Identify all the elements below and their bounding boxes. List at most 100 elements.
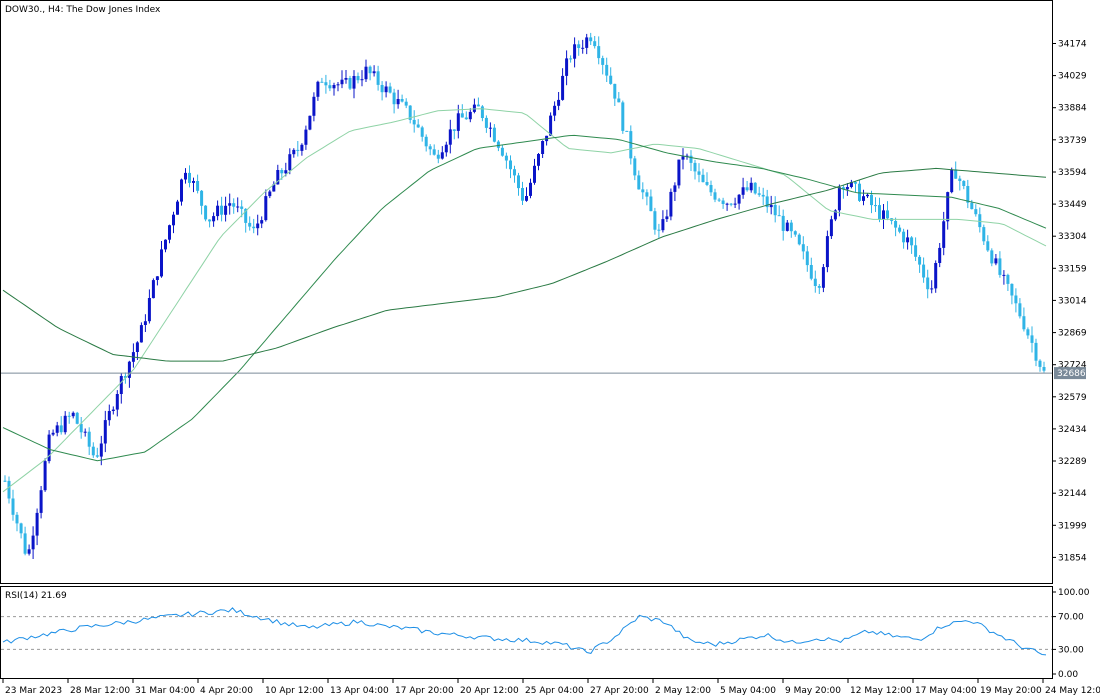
rsi-tick-label: 30.00 — [1058, 645, 1084, 655]
candle-body — [188, 172, 191, 183]
candle-body — [436, 154, 440, 159]
candle-body — [902, 231, 906, 243]
candle-body — [845, 187, 849, 190]
candle-body — [749, 182, 753, 191]
candle-body — [7, 480, 11, 499]
candle-body — [649, 196, 653, 212]
candle-body — [797, 234, 801, 245]
time-tick-label: 27 Apr 20:00 — [590, 686, 649, 696]
candle-body — [765, 196, 769, 208]
candle-body — [825, 236, 829, 268]
candle-body — [934, 263, 938, 289]
candle-body — [504, 155, 508, 161]
candle-body — [597, 46, 601, 59]
price-tick-label: 32579 — [1058, 393, 1087, 403]
candle-body — [998, 258, 1002, 275]
candle-body — [288, 154, 292, 171]
candle-body — [785, 222, 789, 231]
candle-body — [882, 210, 885, 220]
candle-body — [1002, 274, 1006, 276]
time-tick-label: 23 Mar 2023 — [5, 686, 62, 696]
candle-body — [741, 187, 745, 195]
current-price-tag-bg — [1054, 367, 1086, 380]
candle-body — [817, 286, 821, 288]
candle-body — [561, 75, 565, 100]
candle-body — [813, 278, 817, 286]
rsi-levels — [1, 616, 1052, 650]
candle-body — [958, 178, 962, 181]
candle-body — [657, 229, 661, 231]
candle-body — [573, 44, 577, 59]
candle-body — [75, 412, 79, 424]
candle-body — [47, 434, 51, 462]
time-tick-label: 24 May 12:00 — [1045, 686, 1100, 696]
time-tick-label: 10 Apr 12:00 — [265, 686, 324, 696]
candle-body — [849, 182, 853, 187]
candle-body — [232, 203, 236, 207]
candle-body — [601, 58, 605, 65]
candle-body — [918, 256, 922, 265]
candle-body — [248, 222, 252, 227]
candle-body — [1018, 303, 1022, 317]
candle-body — [513, 169, 516, 176]
candle-body — [874, 205, 877, 207]
candle-body — [304, 129, 308, 145]
rsi-tick-label: 70.00 — [1058, 613, 1084, 623]
candle-body — [697, 171, 701, 175]
candle-body — [525, 196, 528, 201]
candle-body — [1006, 274, 1010, 284]
time-tick-label: 13 Apr 04:00 — [330, 686, 389, 696]
candle-body — [1038, 360, 1042, 367]
price-tick-label: 34174 — [1058, 40, 1087, 50]
candle-body — [705, 182, 709, 185]
candle-body — [396, 99, 400, 105]
candle-body — [982, 227, 986, 242]
ma-line-1 — [2, 108, 1047, 493]
price-tick-label: 31999 — [1058, 521, 1087, 531]
candle-body — [737, 194, 741, 204]
candle-body — [914, 245, 918, 257]
candle-body — [593, 41, 597, 47]
candle-body — [938, 247, 942, 263]
candle-body — [79, 423, 83, 433]
candle-body — [448, 129, 452, 145]
candle-body — [99, 443, 103, 457]
candle-body — [336, 84, 340, 86]
time-tick-label: 19 May 20:00 — [980, 686, 1042, 696]
candle-body — [565, 58, 569, 76]
candle-body — [212, 216, 216, 222]
candle-body — [164, 239, 167, 250]
candle-body — [372, 71, 376, 74]
candle-body — [256, 223, 260, 229]
time-axis: 23 Mar 2023 28 Mar 12:00 31 Mar 04:00 4 Apr… — [2, 679, 1100, 696]
candle-body — [180, 179, 183, 202]
candle-body — [677, 159, 681, 186]
candle-body — [268, 191, 272, 197]
ma-line-3 — [2, 167, 1047, 362]
candle-body — [854, 182, 857, 184]
candle-body — [151, 280, 155, 299]
candle-body — [966, 186, 970, 203]
candle-body — [19, 523, 23, 534]
candle-body — [252, 226, 256, 229]
candle-body — [292, 149, 296, 155]
time-tick-label: 17 May 04:00 — [915, 686, 977, 696]
price-tick-label: 33884 — [1058, 104, 1087, 114]
candle-body — [898, 227, 902, 232]
candle-body — [300, 144, 304, 151]
candle-body — [733, 203, 737, 205]
price-tick-label: 33739 — [1058, 136, 1087, 146]
candle-body — [529, 182, 532, 196]
candle-body — [424, 136, 428, 147]
price-tick-label: 33014 — [1058, 296, 1087, 306]
candle-body — [348, 78, 352, 89]
candle-body — [637, 175, 641, 190]
candle-body — [721, 200, 725, 204]
candle-body — [155, 276, 159, 280]
price-tick-label: 32289 — [1058, 457, 1087, 467]
candle-body — [236, 206, 240, 208]
candle-body — [3, 480, 7, 482]
candle-body — [143, 321, 147, 325]
candle-body — [27, 549, 31, 554]
